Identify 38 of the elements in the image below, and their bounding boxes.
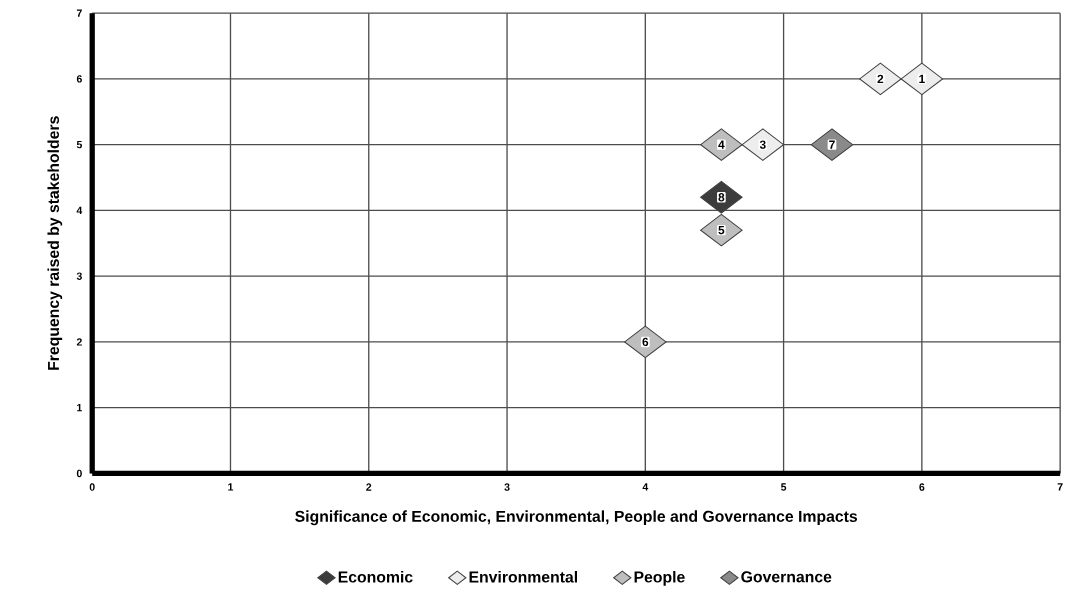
x-tick-label: 6 [919,483,925,491]
x-tick-label: 5 [781,483,787,491]
point [741,128,785,162]
annotation: 3 [759,140,766,150]
point [624,325,667,359]
legend-label: Environmental [469,571,578,583]
y-axis-title: Frequency raised by stakeholders [47,116,63,371]
annotation: 4 [718,140,725,149]
point [859,62,902,96]
y-tick-label: 6 [76,75,82,83]
x-tick-label: 7 [1057,483,1063,491]
x-tick-label: 3 [504,483,510,492]
x-tick-label: 1 [228,483,234,491]
y-tick-label: 4 [76,206,83,215]
x-tick-label: 2 [366,483,372,491]
y-tick-label: 0 [76,469,82,478]
x-tick-label: 4 [642,483,649,491]
point [700,128,743,162]
annotation: 5 [718,226,725,235]
point [810,128,854,162]
legend-label: Economic [338,571,413,583]
annotation: 1 [919,75,925,84]
x-axis-title: Significance of Economic, Environmental, People and Governance Impacts [295,510,858,526]
annotation: 7 [829,140,835,149]
annotation: 2 [877,74,884,84]
annotation: 6 [642,337,649,347]
y-tick-label: 7 [76,9,82,17]
point [700,214,743,247]
y-tick-label: 2 [76,338,82,346]
y-tick-label: 5 [76,141,82,149]
y-tick-label: 3 [76,272,82,281]
point [700,181,743,214]
legend-label: Governance [741,571,832,583]
legend-label: People [634,571,685,586]
annotation: 8 [718,193,725,202]
x-tick-label: 0 [89,483,95,491]
y-tick-label: 1 [77,404,82,412]
point [900,62,944,96]
